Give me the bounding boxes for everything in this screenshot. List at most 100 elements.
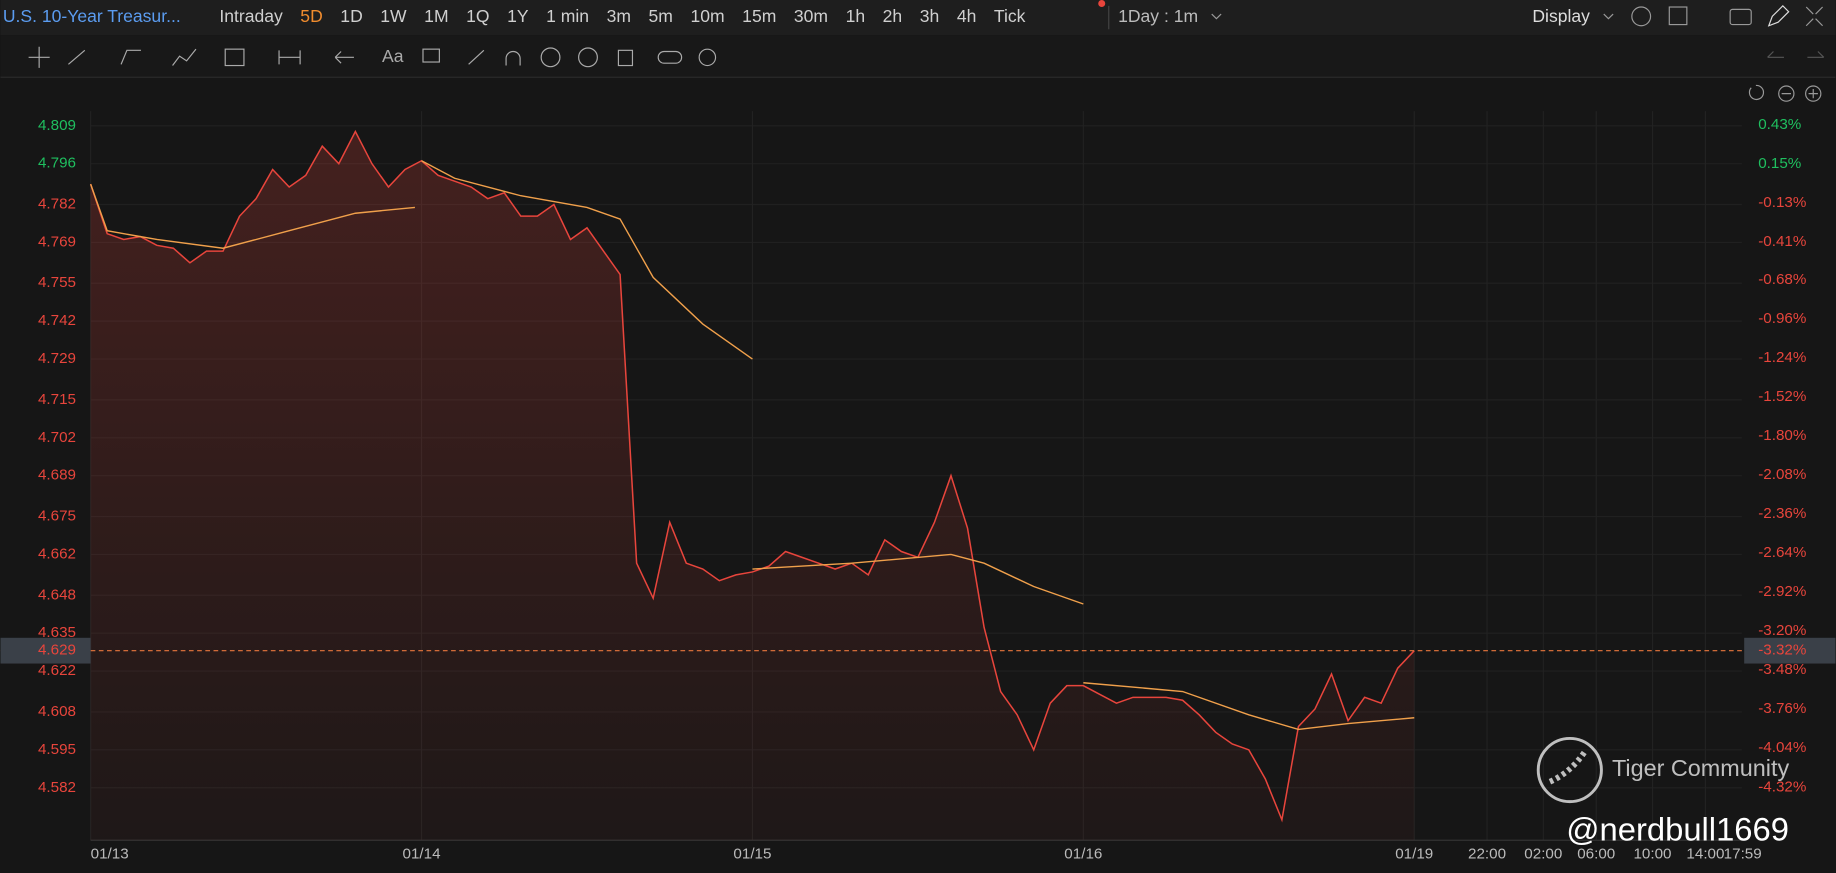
y2-tick-label: -1.80% <box>1758 427 1806 444</box>
channel-tool[interactable] <box>120 49 141 65</box>
zoom-out[interactable] <box>1778 85 1795 102</box>
x-tick-label: 01/13 <box>91 845 129 862</box>
y-tick-label: 4.595 <box>38 741 76 758</box>
camera-icon[interactable] <box>1729 8 1752 26</box>
period-tab[interactable]: 1Y <box>507 6 529 26</box>
y2-tick-label: -0.13% <box>1758 194 1806 211</box>
average-line <box>89 183 415 249</box>
zoom-in[interactable] <box>1805 85 1822 102</box>
plot: 4.809 4.796 4.782 4.769 4.755 4.742 4.729 4.715… <box>0 111 1836 862</box>
y-tick-label: 4.582 <box>38 779 76 796</box>
period-tab[interactable]: 3m <box>607 6 631 26</box>
period-tab[interactable]: 10m <box>690 6 724 26</box>
settings-icon[interactable] <box>1631 6 1652 27</box>
period-tab[interactable]: 30m <box>794 6 828 26</box>
x-tick-label: 10:00 <box>1633 845 1671 862</box>
period-tab[interactable]: 1h <box>846 6 866 26</box>
y-tick-label: 4.662 <box>38 545 76 562</box>
y-tick-label: 4.635 <box>38 624 76 641</box>
reset-zoom[interactable] <box>1748 84 1765 100</box>
y-tick-label: 4.689 <box>38 467 76 484</box>
text-tool[interactable]: Aa <box>382 46 404 66</box>
top-toolbar <box>0 0 1836 36</box>
edit-icon[interactable] <box>1767 5 1790 27</box>
current-change-box <box>1744 637 1836 664</box>
tool-settings[interactable] <box>698 48 717 67</box>
y2-tick-label: -1.24% <box>1758 349 1806 366</box>
y-tick-label: 4.702 <box>38 429 76 446</box>
hide-tool[interactable] <box>578 47 598 68</box>
line-tool[interactable] <box>68 49 86 65</box>
y2-tick-label: -4.04% <box>1758 739 1806 756</box>
zoom-controls <box>1748 84 1822 102</box>
y2-tick-label: -3.48% <box>1758 661 1806 678</box>
measure-tool[interactable] <box>278 50 301 65</box>
link-tool[interactable] <box>657 50 683 64</box>
zoom-glyphs <box>1781 88 1818 99</box>
y2-tick-label: -2.08% <box>1758 466 1806 483</box>
y2-tick-label: -3.76% <box>1758 700 1806 717</box>
period-tab[interactable]: 3h <box>920 6 940 26</box>
dropdown-arrow <box>1603 13 1614 20</box>
display-button[interactable]: Display <box>1532 6 1590 26</box>
pen-tool[interactable] <box>468 49 485 65</box>
y2-tick-label: -2.64% <box>1758 544 1806 561</box>
watermark-logo <box>1536 736 1603 804</box>
period-tab[interactable]: 4h <box>957 6 977 26</box>
period-tab[interactable]: Tick <box>994 6 1026 26</box>
period-tab[interactable]: 5m <box>649 6 673 26</box>
period-tabs: Intraday 5D 1D 1W 1M 1Q 1Y 1 min 3m 5m 10m 15m 30m 1h… <box>219 6 1025 26</box>
symbol[interactable]: U.S. 10-Year Treasur... <box>3 6 181 26</box>
period-tab[interactable]: 1M <box>424 6 448 26</box>
x-tick-label: 14:00 <box>1686 845 1724 862</box>
arrow-tool[interactable] <box>334 51 354 64</box>
x-tick-label: 01/16 <box>1064 845 1102 862</box>
delete-tool[interactable] <box>617 49 634 67</box>
y-tick-label: 4.622 <box>38 662 76 679</box>
magnet-tool[interactable] <box>505 50 521 66</box>
y-tick-label: 4.715 <box>38 391 76 408</box>
drawing-tools <box>28 46 717 68</box>
period-tab[interactable]: Intraday <box>219 6 283 26</box>
lock-tool[interactable] <box>540 47 561 68</box>
current-price-label: 4.629 <box>38 642 76 659</box>
watermark-logo-mark <box>1548 749 1588 785</box>
period-tab[interactable]: 15m <box>742 6 776 26</box>
x-tick-label: 22:00 <box>1468 845 1506 862</box>
y-tick-label: 4.742 <box>38 312 76 329</box>
dropdown-arrow <box>1211 13 1222 20</box>
watermark: Tiger Community <box>1536 736 1790 804</box>
y-tick-label: 4.809 <box>38 117 76 134</box>
period-tab[interactable]: 1 min <box>546 6 589 26</box>
period-tab[interactable]: 1W <box>380 6 407 26</box>
layout-icon[interactable] <box>1668 6 1688 26</box>
current-change-label: -3.32% <box>1758 642 1806 659</box>
note-tool[interactable] <box>422 48 440 63</box>
price-line <box>89 129 1415 823</box>
watermark-handle: @nerdbull1669 <box>1566 811 1789 848</box>
y2-tick-label: -3.20% <box>1758 622 1806 639</box>
pattern-tool[interactable] <box>172 48 197 66</box>
y2-tick-label: -0.41% <box>1758 233 1806 250</box>
average-line <box>421 160 753 360</box>
period-tab[interactable]: 2h <box>883 6 903 26</box>
history-controls <box>1767 51 1825 58</box>
period-tab[interactable]: 5D <box>300 6 322 26</box>
fib-tool[interactable] <box>224 48 245 67</box>
fullscreen-icon[interactable] <box>1805 6 1824 27</box>
undo[interactable] <box>1767 51 1784 58</box>
period-tab[interactable]: 1D <box>340 6 362 26</box>
period-tab[interactable]: 1Q <box>466 6 489 26</box>
y2-tick-label: -2.36% <box>1758 505 1806 522</box>
interval-select[interactable]: 1Day : 1m <box>1118 6 1198 26</box>
move-tool[interactable] <box>28 46 50 68</box>
y-tick-label: 4.648 <box>38 586 76 603</box>
y2-tick-label: -0.96% <box>1758 310 1806 327</box>
watermark-brand: Tiger Community <box>1612 755 1790 781</box>
redo[interactable] <box>1807 51 1825 58</box>
y-tick-label: 4.782 <box>38 196 76 213</box>
average-line <box>1083 682 1415 731</box>
y2-tick-label: -2.92% <box>1758 583 1806 600</box>
y2-tick-label: -0.68% <box>1758 271 1806 288</box>
